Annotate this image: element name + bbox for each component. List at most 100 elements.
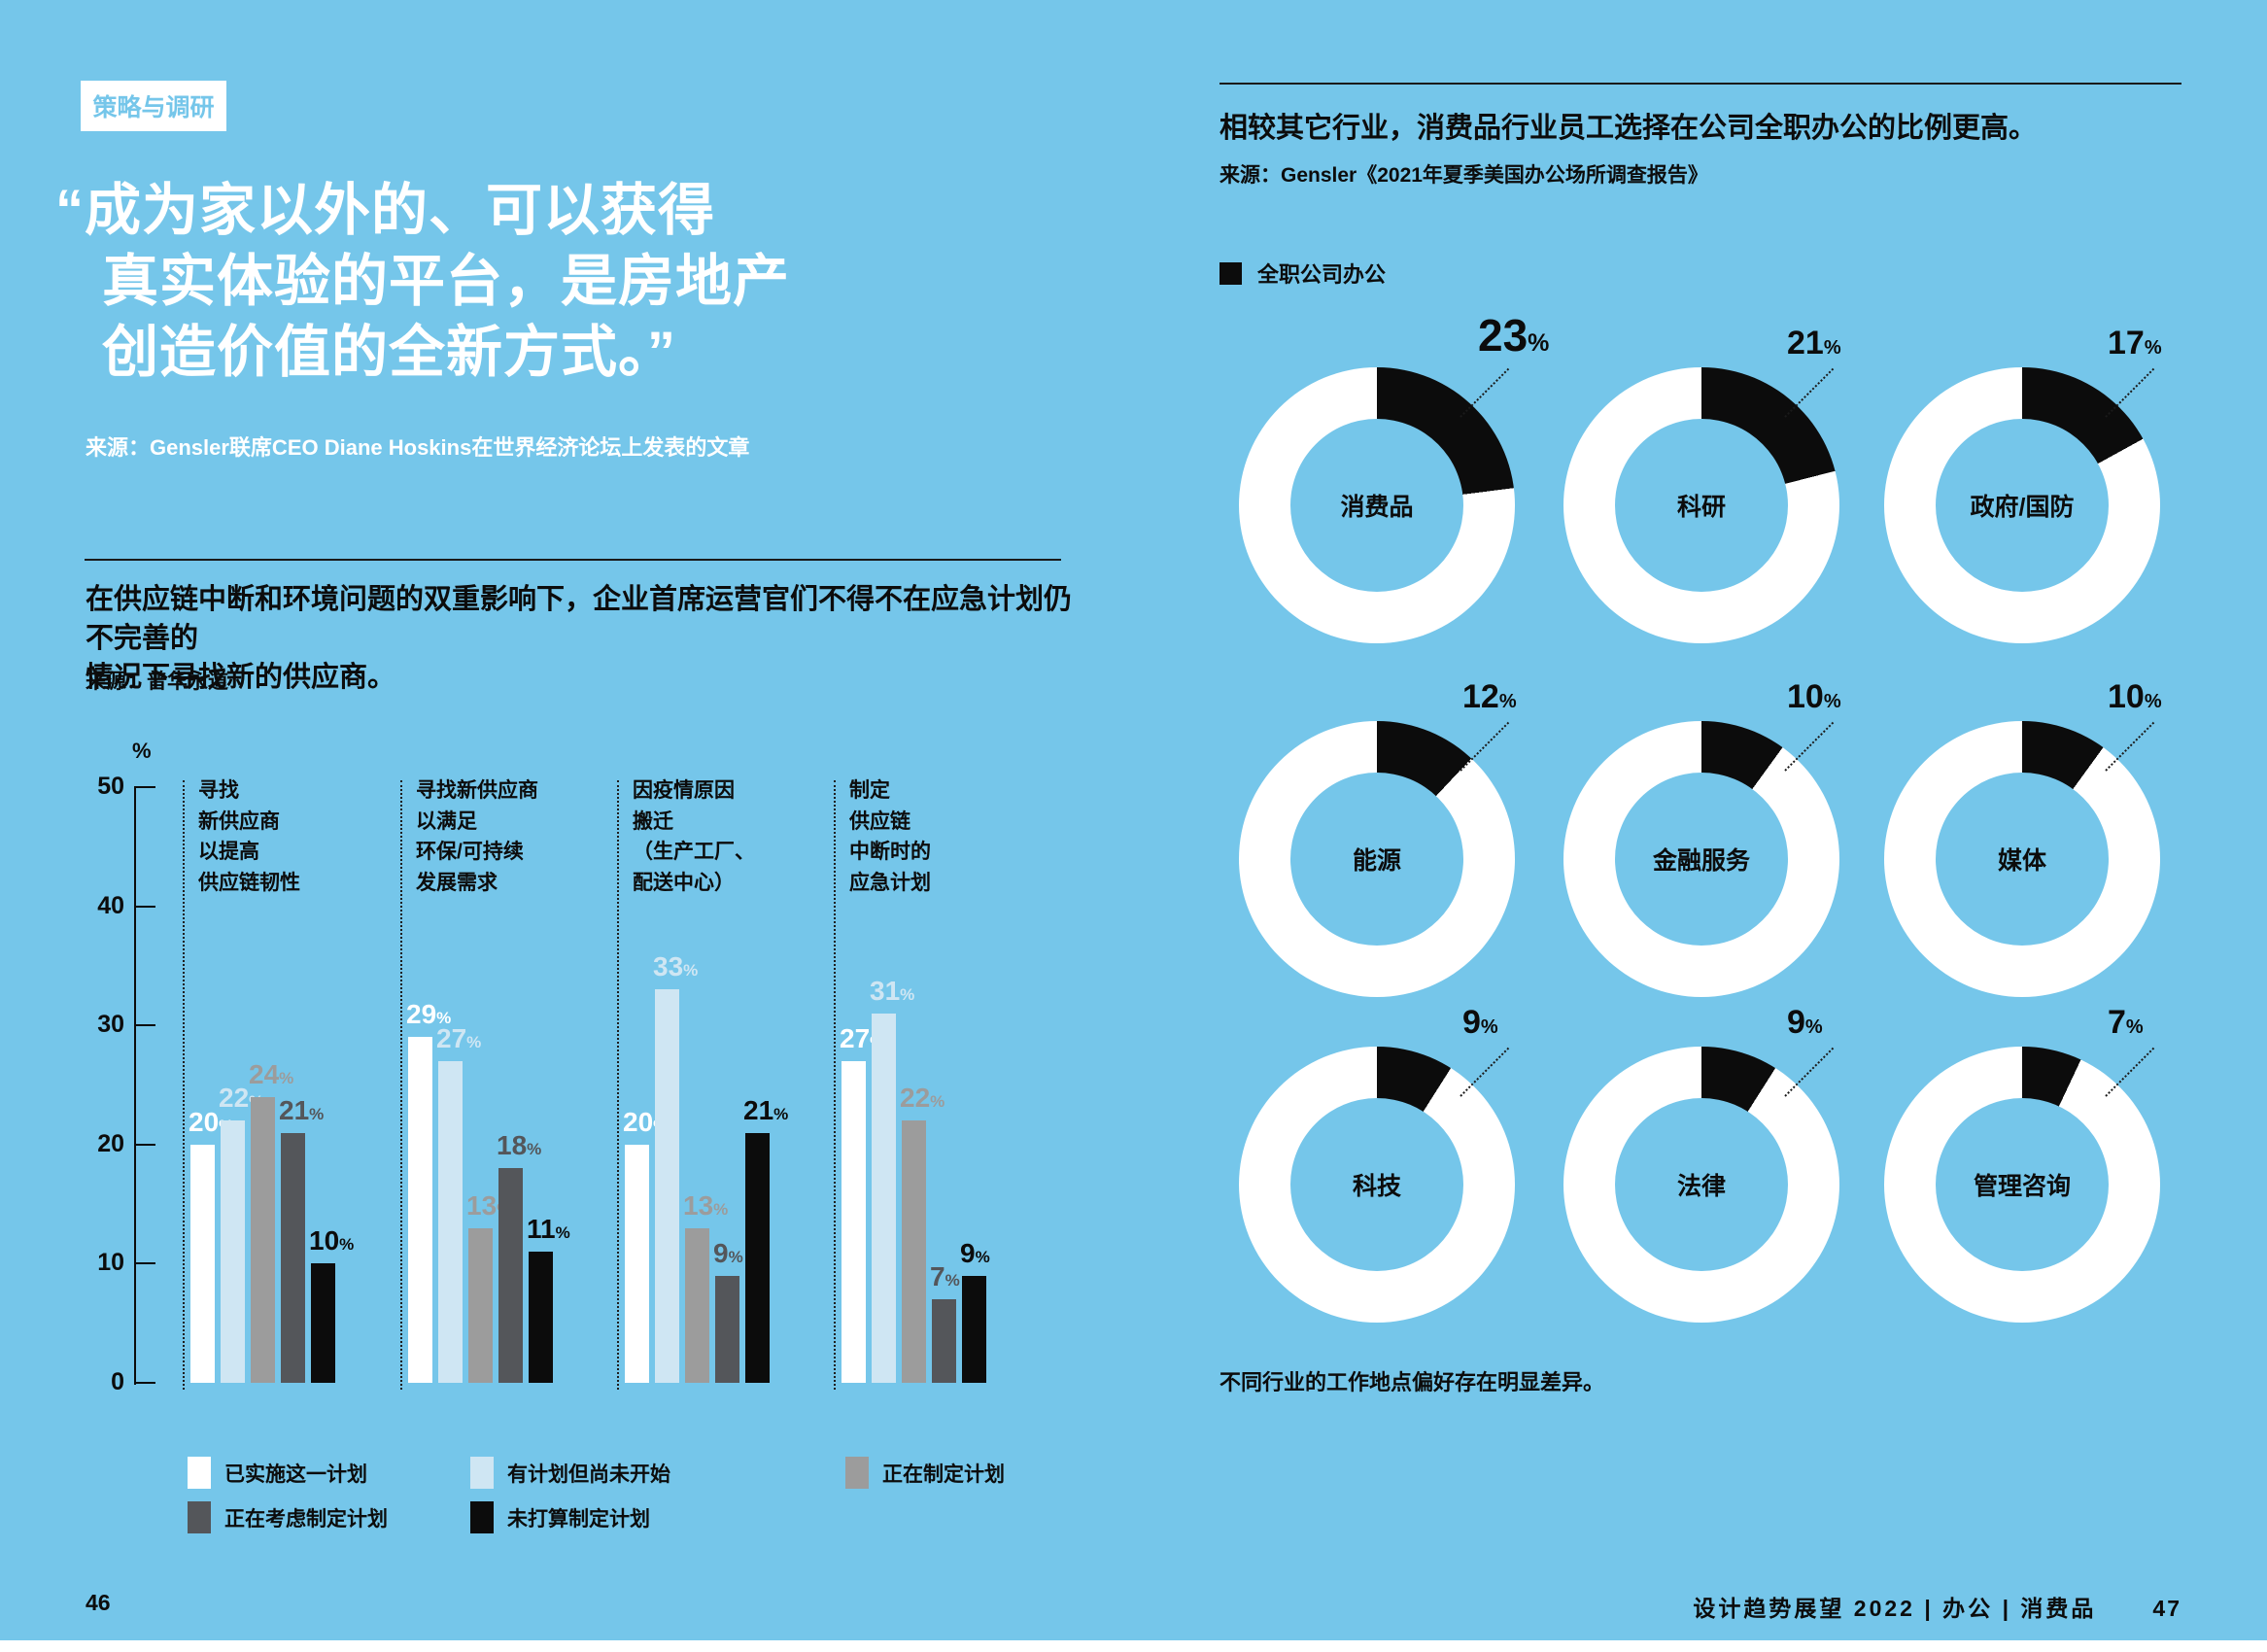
bar-value-label: 31%: [870, 976, 914, 1007]
group-label: 寻找新供应商 以满足 环保/可持续 发展需求: [416, 779, 538, 894]
donut-chart: 法律 9%: [1563, 1004, 1839, 1323]
bar-legend-swatch: [470, 1501, 494, 1533]
bar: [529, 1252, 553, 1383]
donut-chart: 科研 21%: [1563, 325, 1841, 643]
bar: [625, 1145, 649, 1383]
y-axis-tick: [134, 1262, 155, 1265]
bar-value-number: 7: [930, 1261, 945, 1291]
donut-industry-label: 法律: [1676, 1173, 1726, 1200]
group-label: 因疫情原因 搬迁 （生产工厂、 配送中心）: [633, 779, 755, 894]
bar-value-number: 13: [466, 1190, 498, 1221]
donut-caption: 不同行业的工作地点偏好存在明显差异。: [1219, 1370, 1605, 1394]
y-axis-tick-label: 20: [97, 1129, 124, 1157]
bar-legend-item: 有计划但尚未开始: [470, 1457, 670, 1489]
bar: [655, 989, 679, 1383]
right-footer: 设计趋势展望 2022 | 办公 | 消费品 47: [1693, 1590, 2181, 1623]
bar: [221, 1120, 245, 1383]
bar: [715, 1276, 739, 1383]
bar: [745, 1133, 770, 1383]
bar-value-percent-sign: %: [773, 1105, 789, 1123]
bar-legend-label: 已实施这一计划: [224, 1463, 367, 1486]
right-divider: [1219, 83, 2181, 85]
bar-value-label: 21%: [743, 1095, 788, 1126]
donut-chart: 金融服务 10%: [1563, 678, 1841, 997]
donut-value-label: 17%: [2108, 325, 2162, 362]
donut-value-label: 12%: [1462, 678, 1517, 716]
bar-value-percent-sign: %: [339, 1235, 355, 1254]
y-axis-tick: [134, 1024, 155, 1027]
donut-chart: 消费品 23%: [1239, 310, 1549, 643]
bar-legend-swatch: [188, 1457, 211, 1489]
y-axis-tick-label: 10: [97, 1249, 124, 1277]
donut-hole: [1615, 1098, 1788, 1271]
bar: [872, 1014, 896, 1383]
donut-value-number: 10: [1787, 678, 1824, 715]
donut-value-percent-sign: %: [2144, 691, 2162, 712]
bar: [902, 1120, 926, 1383]
bar-value-number: 33: [653, 951, 684, 981]
donut-value-percent-sign: %: [1528, 329, 1550, 357]
bar: [468, 1228, 493, 1383]
bar-value-number: 27: [840, 1023, 871, 1053]
group-label: 制定 供应链 中断时的 应急计划: [849, 779, 931, 894]
bar: [408, 1037, 432, 1383]
page-bottom-edge: [0, 1640, 2267, 1652]
bar-legend-label: 未打算制定计划: [507, 1507, 650, 1531]
bar-value-number: 22: [900, 1083, 931, 1113]
footer-title: 设计趋势展望 2022 | 办公 | 消费品: [1693, 1596, 2097, 1621]
bar: [438, 1061, 463, 1383]
y-axis-tick-label: 40: [97, 891, 124, 919]
bar-value-label: 9%: [713, 1238, 743, 1269]
y-axis-line: [134, 787, 136, 1385]
group-separator-line: [617, 780, 619, 1390]
left-divider: [85, 559, 1061, 561]
bar-value-number: 18: [497, 1130, 528, 1160]
donut-value-label: 23%: [1478, 309, 1549, 361]
bar: [962, 1276, 986, 1383]
bar-legend-swatch: [188, 1501, 211, 1533]
quote-line-2: 真实体验的平台，是房地产: [102, 250, 791, 313]
group-separator-line: [834, 780, 836, 1390]
bar-value-percent-sign: %: [436, 1009, 452, 1027]
section-tag: 策略与调研: [81, 81, 226, 131]
donut-value-label: 7%: [2108, 1004, 2144, 1042]
donut-value-label: 10%: [2108, 678, 2162, 716]
bar-value-percent-sign: %: [945, 1271, 960, 1290]
donut-value-label: 9%: [1462, 1004, 1498, 1042]
y-axis-tick: [134, 1382, 155, 1384]
donut-chart: 政府/国防 17%: [1884, 325, 2162, 643]
intro-heading: 在供应链中断和环境问题的双重影响下，企业首席运营官们不得不在应急计划仍不完善的 …: [86, 584, 1073, 693]
donut-hole: [1936, 1098, 2109, 1271]
bar: [281, 1133, 305, 1383]
bar-value-label: 21%: [279, 1095, 324, 1126]
bar: [311, 1263, 335, 1383]
bar-value-number: 11: [527, 1214, 556, 1244]
donut-industry-label: 消费品: [1340, 494, 1414, 521]
left-page-number: 46: [86, 1590, 111, 1615]
y-axis-tick: [134, 905, 155, 908]
bar: [251, 1097, 275, 1383]
quote-source: 来源：Gensler联席CEO Diane Hoskins在世界经济论坛上发表的…: [86, 435, 750, 460]
bar-legend-item: 正在考虑制定计划: [188, 1501, 388, 1533]
bar-value-percent-sign: %: [683, 961, 699, 980]
bar-legend-item: 已实施这一计划: [188, 1457, 367, 1489]
bar-value-number: 9: [960, 1238, 976, 1268]
quote-line-1: “成为家以外的、可以获得: [55, 179, 716, 242]
y-axis-tick-label: 0: [111, 1368, 124, 1395]
bar-value-label: 29%: [406, 999, 451, 1030]
bar-value-label: 10%: [309, 1225, 354, 1256]
right-source: 来源：Gensler《2021年夏季美国办公场所调查报告》: [1219, 164, 1708, 187]
donut-industry-label: 科研: [1676, 494, 1726, 521]
bar-value-label: 9%: [960, 1238, 990, 1269]
donut-value-percent-sign: %: [1498, 691, 1517, 712]
bar-value-label: 11%: [527, 1214, 570, 1245]
y-axis-tick-label: 50: [97, 773, 124, 800]
bar-value-label: 24%: [249, 1059, 293, 1090]
bar-value-number: 27: [436, 1023, 467, 1053]
y-axis-tick: [134, 1143, 155, 1146]
donut-value-label: 21%: [1787, 325, 1841, 362]
bar-value-number: 21: [279, 1095, 310, 1125]
donut-industry-label: 能源: [1352, 847, 1401, 875]
